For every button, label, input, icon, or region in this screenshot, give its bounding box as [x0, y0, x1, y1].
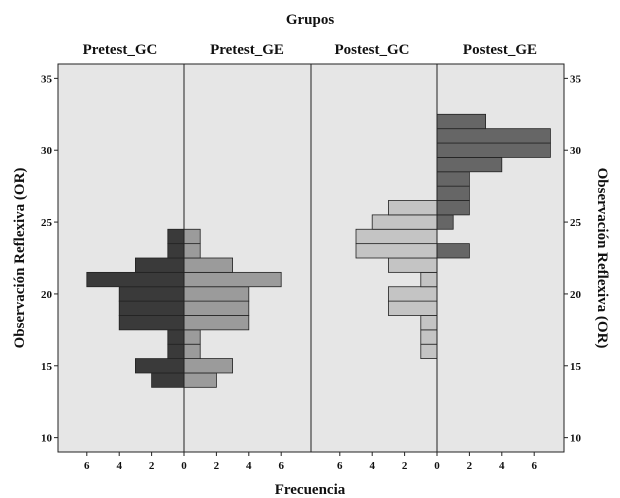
x-tick-label: 6 — [337, 460, 343, 472]
bar-pretest-ge-17 — [183, 329, 201, 345]
bar-pretest-ge-14 — [183, 372, 217, 388]
bar-pretest-gc-19 — [118, 300, 185, 316]
bar-pretest-ge-23 — [183, 243, 201, 259]
bar-pretest-gc-16 — [167, 343, 185, 359]
bar-postest-gc-23 — [355, 243, 438, 259]
x-tick-label: 4 — [369, 460, 375, 472]
bar-postest-gc-19 — [387, 300, 438, 316]
x-tick-label: 2 — [149, 460, 155, 472]
bar-pretest-ge-19 — [183, 300, 250, 316]
group-label-postest-ge: Postest_GE — [463, 42, 537, 58]
bars-layer — [86, 113, 551, 388]
bar-pretest-gc-18 — [118, 315, 185, 331]
y-tick-label-left: 25 — [41, 217, 53, 229]
bar-postest-ge-29 — [436, 157, 503, 173]
bar-postest-gc-17 — [420, 329, 438, 345]
bar-postest-ge-31 — [436, 128, 551, 144]
group-label-postest-gc: Postest_GC — [335, 42, 410, 58]
bar-pretest-gc-23 — [167, 243, 185, 259]
bar-postest-ge-25 — [436, 214, 454, 230]
bar-pretest-gc-22 — [134, 257, 185, 273]
x-tick-label: 2 — [467, 460, 473, 472]
y-axis-label-right: Observación Reflexiva (OR) — [594, 168, 610, 349]
bar-postest-ge-28 — [436, 171, 470, 187]
bar-pretest-ge-20 — [183, 286, 250, 302]
y-tick-label-left: 35 — [41, 73, 53, 85]
x-tick-label: 2 — [402, 460, 408, 472]
bar-pretest-ge-16 — [183, 343, 201, 359]
bar-pretest-ge-24 — [183, 228, 201, 245]
bar-postest-ge-32 — [436, 113, 486, 130]
y-tick-label-right: 30 — [570, 145, 582, 157]
y-tick-label-left: 30 — [41, 145, 53, 157]
x-tick-label: 2 — [214, 460, 220, 472]
bar-postest-gc-18 — [420, 315, 438, 331]
y-tick-label-right: 10 — [570, 433, 582, 445]
group-label-pretest-ge: Pretest_GE — [210, 42, 284, 58]
bar-postest-ge-30 — [436, 142, 551, 158]
bar-postest-gc-22 — [387, 257, 438, 273]
bar-pretest-gc-15 — [134, 358, 185, 374]
bar-postest-gc-16 — [420, 343, 438, 359]
x-axis-label: Frecuencia — [275, 482, 346, 498]
bar-postest-gc-21 — [420, 271, 438, 288]
x-tick-label: 4 — [499, 460, 505, 472]
y-tick-label-right: 20 — [570, 289, 582, 301]
plot-frame — [57, 63, 565, 453]
x-tick-label: 6 — [84, 460, 90, 472]
y-tick-label-right: 25 — [570, 217, 582, 229]
bar-postest-ge-26 — [436, 200, 470, 216]
bar-postest-gc-24 — [355, 228, 438, 245]
bar-pretest-ge-22 — [183, 257, 233, 273]
y-tick-label-right: 15 — [570, 361, 582, 373]
x-tick-label: 6 — [531, 460, 537, 472]
x-tick-label: 0 — [181, 460, 187, 472]
y-tick-label-left: 20 — [41, 289, 53, 301]
bar-postest-ge-27 — [436, 185, 470, 201]
x-tick-label: 4 — [116, 460, 122, 472]
bar-pretest-gc-17 — [167, 329, 185, 345]
bar-postest-ge-23 — [436, 243, 470, 259]
bar-pretest-ge-15 — [183, 358, 233, 374]
bar-postest-gc-20 — [387, 286, 438, 302]
bar-pretest-ge-18 — [183, 315, 250, 331]
x-tick-label: 6 — [278, 460, 284, 472]
y-tick-label-left: 10 — [41, 433, 53, 445]
x-tick-label: 4 — [246, 460, 252, 472]
bar-pretest-gc-20 — [118, 286, 185, 302]
y-tick-label-right: 35 — [570, 73, 582, 85]
y-axis-label-left: Observación Reflexiva (OR) — [12, 168, 28, 349]
bar-postest-gc-26 — [387, 200, 438, 216]
x-tick-label: 0 — [434, 460, 440, 472]
group-label-pretest-gc: Pretest_GC — [83, 42, 158, 58]
bar-pretest-gc-14 — [151, 372, 185, 388]
bar-pretest-gc-24 — [167, 228, 185, 245]
chart-title: Grupos — [286, 12, 335, 28]
bar-postest-gc-25 — [371, 214, 438, 230]
bar-pretest-ge-21 — [183, 271, 282, 288]
bar-pretest-gc-21 — [86, 271, 185, 288]
y-tick-label-left: 15 — [41, 361, 53, 373]
